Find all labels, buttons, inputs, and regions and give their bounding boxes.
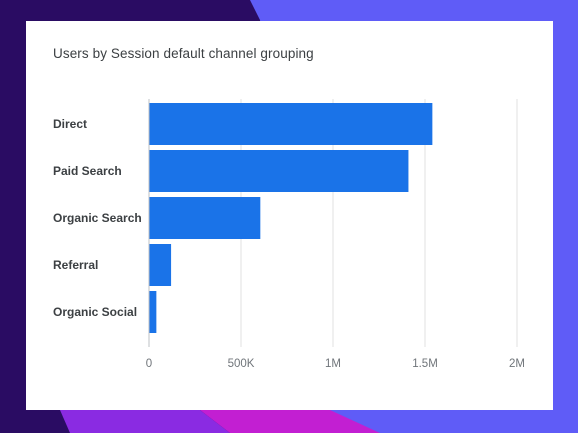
bar (149, 291, 157, 333)
bar (149, 197, 261, 239)
category-label: Direct (53, 117, 87, 131)
background-violet-shape (60, 410, 230, 433)
x-tick-label: 500K (228, 358, 255, 370)
background-magenta-shape (200, 410, 380, 433)
bar (149, 103, 433, 145)
chart-card: Users by Session default channel groupin… (26, 21, 553, 410)
x-tick-label: 0 (146, 358, 152, 370)
category-label: Referral (53, 258, 98, 272)
category-label: Organic Social (53, 305, 137, 319)
x-tick-label: 2M (509, 358, 525, 370)
x-tick-label: 1.5M (412, 358, 438, 370)
category-label: Organic Search (53, 211, 142, 225)
bar (149, 244, 172, 286)
bar (149, 150, 409, 192)
bar-chart: Direct Paid Search Organic Search Referral O… (53, 99, 525, 370)
chart-title: Users by Session default channel groupin… (53, 46, 314, 61)
category-label: Paid Search (53, 164, 122, 178)
x-tick-label: 1M (325, 358, 341, 370)
